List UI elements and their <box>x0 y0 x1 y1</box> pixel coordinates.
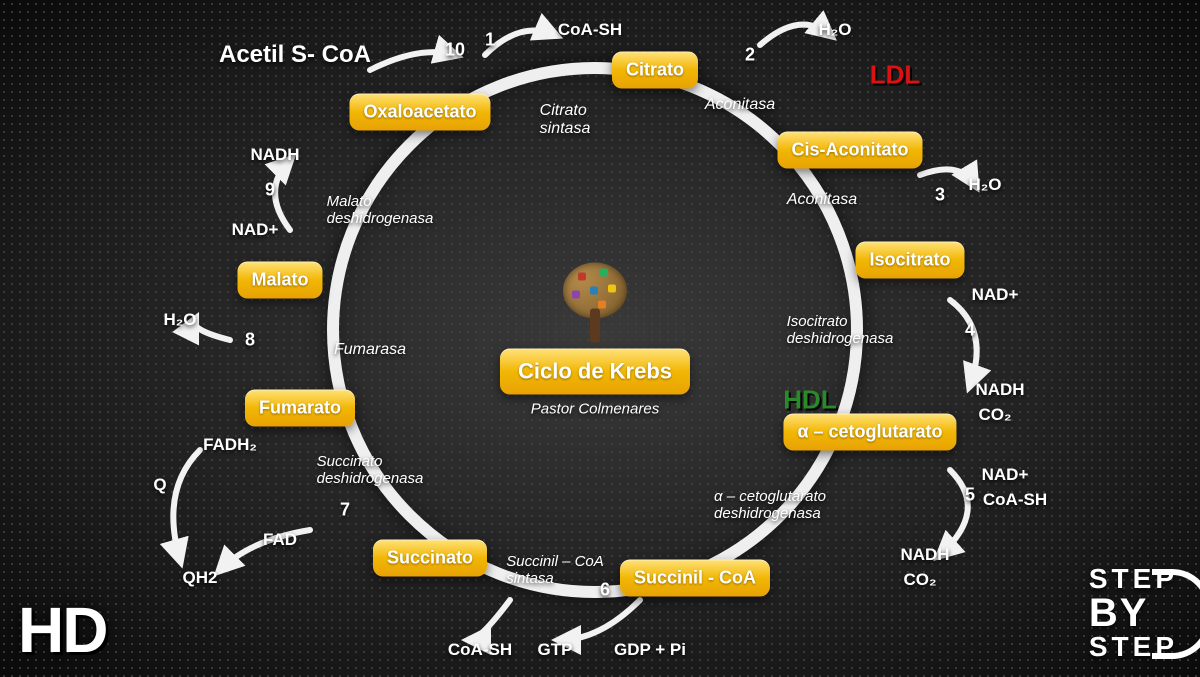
node-citrato: Citrato <box>612 52 698 89</box>
enzyme-citrato-sintasa: Citratosintasa <box>540 102 591 138</box>
step-number: 10 <box>445 40 465 61</box>
label-nadh-1: NADH <box>975 380 1024 400</box>
enzyme-fumarasa: Fumarasa <box>334 341 406 359</box>
label-nadh-3: NADH <box>250 145 299 165</box>
step-number: 4 <box>965 320 975 341</box>
enzyme-succinil-sintasa: Succinil – CoAsintasa <box>506 553 604 587</box>
enzyme-malato-dh: Malatodeshidrogenasa <box>327 193 434 227</box>
center-subtitle: Pastor Colmenares <box>500 401 690 418</box>
hd-badge: HD <box>18 593 106 667</box>
label-nadplus-2: NAD+ <box>982 465 1029 485</box>
step-number: 7 <box>340 500 350 521</box>
center-title: Ciclo de Krebs <box>500 349 690 395</box>
node-cis-aconitato: Cis-Aconitato <box>778 132 923 169</box>
step-number: 3 <box>935 185 945 206</box>
node-succinil-coa: Succinil - CoA <box>620 560 770 597</box>
diagram-stage: Ciclo de Krebs Pastor Colmenares Oxaloac… <box>0 0 1200 677</box>
node-oxaloacetato: Oxaloacetato <box>349 94 490 131</box>
hdl-icon: HDL <box>783 385 836 416</box>
label-co2-1: CO₂ <box>978 405 1011 425</box>
label-q: Q <box>153 475 166 495</box>
enzyme-acg-dh: α – cetoglutaratodeshidrogenasa <box>714 488 826 522</box>
reaction-arrow <box>485 31 555 56</box>
label-coa-sh-3: CoA-SH <box>448 640 512 660</box>
step-number: 9 <box>265 180 275 201</box>
reaction-arrow <box>560 600 640 640</box>
node-fumarato: Fumarato <box>245 390 355 427</box>
label-h2o-1: H₂O <box>818 20 851 40</box>
step-number: 6 <box>600 580 610 601</box>
step-number: 5 <box>965 485 975 506</box>
reaction-arrow <box>920 169 975 185</box>
label-co2-2: CO₂ <box>903 570 936 590</box>
label-nadplus-3: NAD+ <box>232 220 279 240</box>
reaction-arrow <box>940 470 968 555</box>
label-h2o-2: H₂O <box>968 175 1001 195</box>
label-gtp: GTP <box>538 640 573 660</box>
ldl-icon: LDL <box>870 60 921 91</box>
step-by-step-badge: STEP BY STEP <box>1089 563 1178 663</box>
tree-icon <box>560 263 630 343</box>
enzyme-aconitasa-2: Aconitasa <box>787 191 857 209</box>
label-qh2: QH2 <box>183 568 218 588</box>
label-fad: FAD <box>263 530 297 550</box>
enzyme-isocitrato-dh: Isocitratodeshidrogenasa <box>787 313 894 347</box>
reaction-arrow <box>470 600 510 640</box>
node-a-cetoglutarato: α – cetoglutarato <box>783 414 956 451</box>
label-nadplus-1: NAD+ <box>972 285 1019 305</box>
reaction-arrow <box>370 52 455 70</box>
enzyme-succinato-dh: Succinatodeshidrogenasa <box>317 453 424 487</box>
reaction-arrow <box>173 450 200 560</box>
return-arrow-icon <box>1152 569 1200 659</box>
label-gdp-pi: GDP + Pi <box>614 640 686 660</box>
reaction-arrow <box>950 300 977 385</box>
label-coa-sh-2: CoA-SH <box>983 490 1047 510</box>
label-acetil-scoA: Acetil S- CoA <box>219 41 371 69</box>
step-number: 2 <box>745 45 755 66</box>
center-block: Ciclo de Krebs Pastor Colmenares <box>500 263 690 418</box>
step-number: 1 <box>485 30 495 51</box>
label-nadh-2: NADH <box>900 545 949 565</box>
step-number: 8 <box>245 330 255 351</box>
label-fadh2: FADH₂ <box>203 435 257 455</box>
label-h2o-3: H₂O <box>163 310 196 330</box>
node-malato: Malato <box>237 262 322 299</box>
label-coa-sh-1: CoA-SH <box>558 20 622 40</box>
enzyme-aconitasa-1: Aconitasa <box>705 96 775 114</box>
node-succinato: Succinato <box>373 540 487 577</box>
node-isocitrato: Isocitrato <box>855 242 964 279</box>
reaction-arrow <box>194 320 230 340</box>
